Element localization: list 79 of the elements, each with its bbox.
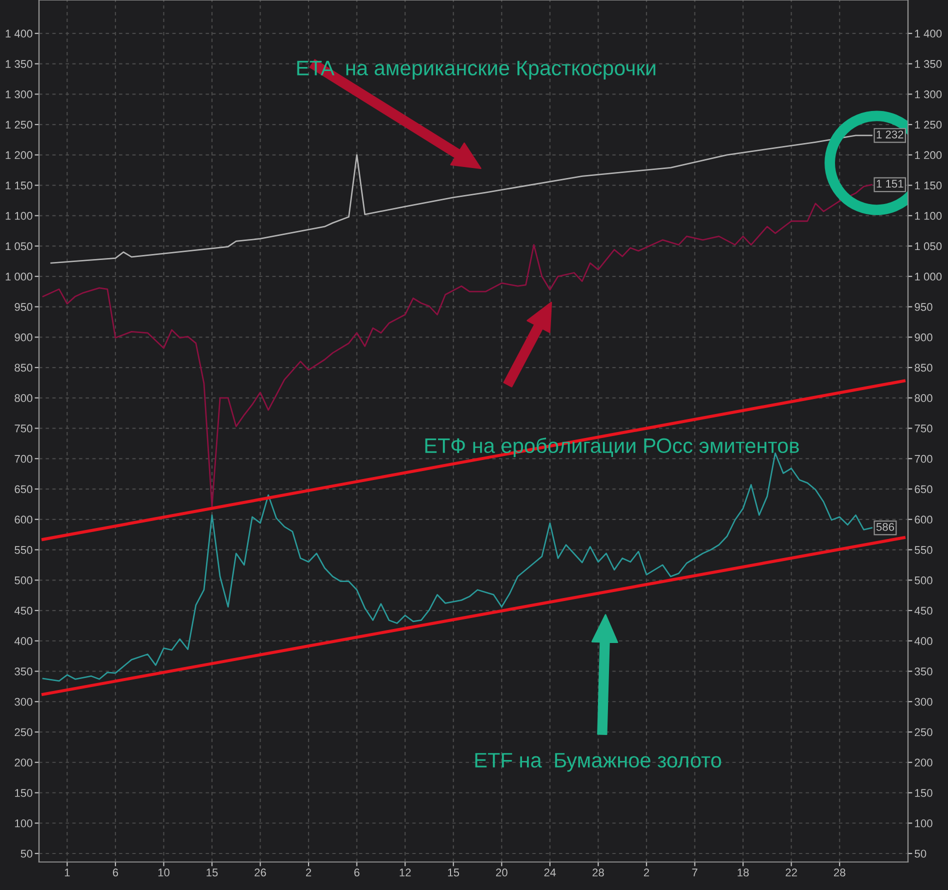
y-tick-label: 350 (14, 668, 32, 676)
line-series (42, 184, 872, 508)
y-tick-label: 500 (14, 576, 32, 584)
y-tick-label: 1 350 (6, 60, 32, 68)
y-tick-label: 700 (14, 454, 32, 463)
y2-tick-label: 1 050 (915, 242, 942, 250)
x-tick-label: 1 (64, 868, 70, 876)
y-tick-label: 400 (14, 637, 32, 646)
y-tick-label: 550 (14, 546, 32, 554)
y-tick-label: 750 (14, 424, 32, 432)
y2-tick-label: 950 (914, 303, 932, 311)
y-tick-label: 600 (14, 516, 32, 524)
y-tick-label: 950 (14, 303, 32, 311)
y2-tick-label: 850 (914, 364, 932, 372)
y2-tick-label: 1 250 (915, 120, 942, 129)
y-tick-label: 1 400 (6, 30, 32, 38)
x-tick-label: 12 (400, 868, 411, 876)
annotation: 586 (876, 523, 894, 531)
y2-tick-label: 200 (914, 758, 932, 767)
y2-tick-label: 750 (914, 424, 932, 432)
y-tick-label: 450 (14, 606, 32, 615)
y2-tick-label: 1 000 (915, 272, 942, 281)
y2-tick-label: 350 (914, 668, 932, 676)
y2-tick-label: 150 (915, 789, 932, 797)
annotation: 1 151 (876, 180, 904, 188)
annotation: 1 232 (876, 130, 904, 138)
x-tick-label: 15 (448, 868, 460, 876)
y2-tick-label: 1 150 (915, 182, 942, 190)
x-tick-label: 20 (496, 868, 508, 876)
y-tick-label: 1 250 (6, 120, 32, 129)
x-tick-label: 18 (738, 868, 749, 876)
y-tick-label: 1 100 (6, 212, 32, 220)
x-tick-label: 6 (354, 868, 360, 876)
y-tick-label: 150 (15, 789, 32, 797)
y2-tick-label: 900 (914, 333, 932, 342)
x-tick-label: 28 (834, 868, 846, 876)
x-tick-label: 24 (544, 868, 556, 876)
y2-tick-label: 650 (914, 485, 932, 494)
x-tick-label: 2 (306, 868, 312, 876)
y-tick-label: 1 200 (6, 151, 32, 160)
y-tick-label: 850 (14, 364, 32, 372)
y2-tick-label: 1 200 (915, 151, 942, 160)
y2-tick-label: 1 350 (915, 60, 942, 68)
y-tick-label: 100 (15, 819, 32, 828)
x-tick-label: 7 (692, 868, 698, 876)
y2-tick-label: 500 (914, 576, 932, 584)
y2-tick-label: 1 100 (915, 212, 942, 220)
y2-tick-label: 450 (914, 606, 932, 615)
y2-tick-label: 550 (914, 546, 932, 554)
x-tick-label: 6 (112, 868, 118, 876)
line-series (50, 134, 872, 264)
x-tick-label: 26 (254, 868, 266, 876)
y-tick-label: 800 (14, 394, 32, 402)
y2-tick-label: 50 (914, 850, 926, 858)
y2-tick-label: 800 (914, 394, 932, 402)
y-tick-label: 50 (20, 850, 32, 858)
y2-tick-label: 250 (914, 728, 932, 736)
y2-tick-label: 600 (914, 516, 932, 524)
x-tick-label: 28 (592, 868, 604, 876)
x-tick-label: 22 (786, 868, 797, 876)
y2-tick-label: 100 (915, 819, 932, 828)
y2-tick-label: 300 (914, 698, 932, 706)
x-tick-label: 10 (158, 868, 170, 876)
annotation: ETF на Бумажное золото (475, 753, 722, 772)
y-tick-label: 1 000 (6, 272, 32, 281)
y-tick-label: 650 (14, 485, 32, 494)
y-tick-label: 1 300 (6, 90, 32, 98)
y2-tick-label: 400 (914, 637, 932, 646)
y-tick-label: 300 (14, 698, 32, 706)
x-tick-label: 15 (206, 868, 218, 876)
y-tick-label: 200 (14, 758, 32, 767)
y-tick-label: 1 050 (6, 242, 32, 250)
y-tick-label: 250 (14, 728, 32, 736)
y2-tick-label: 1 300 (915, 90, 942, 98)
y-tick-label: 900 (14, 333, 32, 342)
y2-tick-label: 700 (914, 454, 932, 463)
y2-tick-label: 1 400 (915, 30, 942, 38)
y-tick-label: 1 150 (6, 182, 32, 190)
x-tick-label: 2 (644, 868, 650, 876)
